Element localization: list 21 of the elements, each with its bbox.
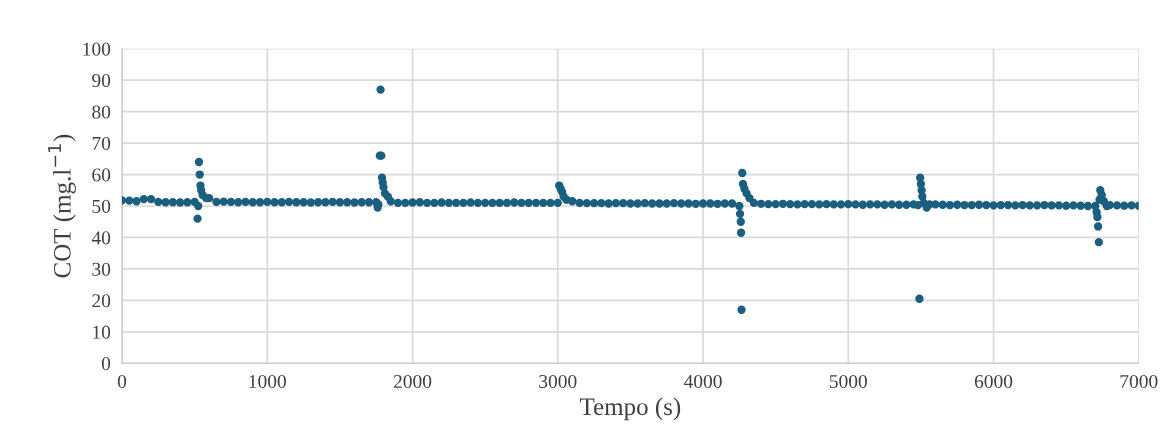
x-tick-label: 7000 [1120,374,1158,389]
x-tick-label: 5000 [829,374,867,389]
y-tick-label: 20 [92,294,111,308]
x-axis-title: Tempo (s) [579,397,681,421]
x-tick-label: 3000 [539,374,577,389]
y-axis-title: COT (mg.l$^{−1}$) [48,134,76,278]
y-tick-label: 50 [92,199,111,213]
y-tick-label: 70 [92,136,111,151]
y-tick-label: 10 [93,325,111,339]
y-tick-label: 100 [83,42,111,56]
x-tick-label: 1000 [249,374,286,389]
x-tick-label: 4000 [683,374,722,389]
x-tick-label: 2000 [393,374,432,389]
y-tick-label: 90 [92,74,111,88]
y-tick-label: 40 [91,231,111,245]
y-tick-label: 60 [92,168,111,182]
y-tick-label: 0 [101,357,111,371]
y-tick-label: 30 [92,262,111,276]
x-tick-label: 6000 [974,374,1013,389]
y-tick-label: 80 [92,105,111,119]
x-tick-label: 0 [117,374,127,389]
